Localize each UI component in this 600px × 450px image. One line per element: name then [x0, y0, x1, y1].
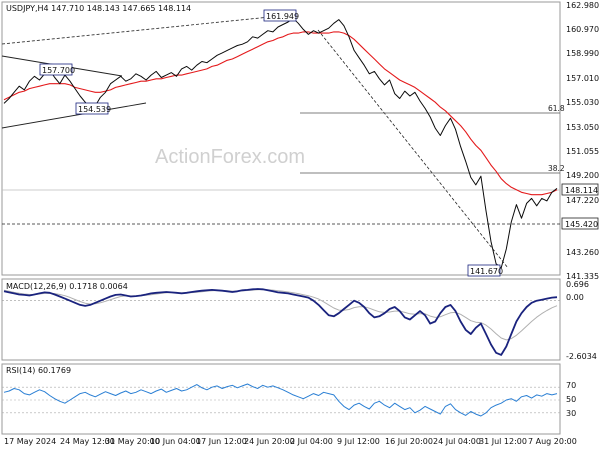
x-tick: 10 Jun 04:00: [150, 437, 201, 446]
annotation-161949: 161.949: [266, 12, 299, 21]
macd-series-0: [3, 288, 558, 356]
rsi-y-tick: 30: [566, 409, 576, 418]
macd-y-tick: 0.696: [566, 280, 589, 289]
x-tick: 17 Jun 12:00: [196, 437, 247, 446]
annotation-154539: 154.539: [78, 105, 111, 114]
channel-lower-line: [1, 102, 147, 129]
x-tick: 31 Jul 12:00: [479, 437, 527, 446]
macd-series-1: [3, 289, 558, 341]
x-tick: 24 Jun 20:00: [244, 437, 295, 446]
annotation-157700: 157.700: [42, 66, 75, 75]
y-tick: 143.260: [566, 248, 599, 257]
rsi-y-tick: 50: [566, 395, 576, 404]
x-tick: 9 Jul 12:00: [337, 437, 380, 446]
macd-panel-header: MACD(12,26,9) 0.1718 0.0064: [6, 282, 128, 291]
x-tick: 2 Jul 04:00: [290, 437, 333, 446]
macd-y-tick: -2.6034: [566, 352, 597, 361]
rsi-y-axis: 70 50 30: [566, 381, 576, 418]
price-panel-header: USDJPY,H4 147.710 148.143 147.665 148.11…: [6, 4, 191, 13]
x-tick: 24 Jul 04:00: [433, 437, 481, 446]
fib-618-label: 61.8: [548, 104, 565, 113]
y-tick: 157.010: [566, 74, 599, 83]
macd-y-tick: 0.00: [566, 293, 584, 302]
x-tick: 17 May 2024: [4, 437, 56, 446]
y-tick: 153.050: [566, 123, 599, 132]
price-series-1: [3, 31, 558, 196]
rsi-series-0: [3, 383, 558, 417]
annotation-box-161949: [263, 9, 297, 22]
y-tick: 147.220: [566, 196, 599, 205]
y-tick: 149.200: [566, 171, 599, 180]
rsi-panel-header: RSI(14) 60.1769: [6, 366, 71, 375]
current-price-tag-text: 148.114: [565, 186, 598, 195]
rsi-y-tick: 70: [566, 381, 576, 390]
price-panel-frame: [1, 1, 561, 276]
x-tick: 16 Jul 20:00: [385, 437, 433, 446]
y-tick: 158.990: [566, 49, 599, 58]
level-145420-tag: [561, 217, 599, 230]
y-tick: 162.980: [566, 1, 599, 10]
macd-series-group: [2, 288, 560, 356]
upper-trendline-dashed: [1, 14, 291, 45]
y-tick: 155.030: [566, 98, 599, 107]
x-tick: 7 Aug 20:00: [528, 437, 577, 446]
y-tick: 160.970: [566, 25, 599, 34]
macd-y-axis: 0.696 0.00 -2.6034: [566, 280, 597, 361]
level-145420-tag-text: 145.420: [565, 220, 598, 229]
price-y-axis: 162.980 160.970 158.990 157.010 155.030 …: [566, 1, 599, 281]
x-tick: 24 May 12:00: [60, 437, 115, 446]
rsi-series-group: [2, 383, 560, 417]
annotation-box-157700: [39, 63, 73, 76]
y-tick: 151.055: [566, 147, 599, 156]
fib-diagonal-dashed: [317, 29, 509, 269]
watermark: ActionForex.com: [155, 146, 305, 168]
fib-382-label: 38.2: [548, 164, 565, 173]
rsi-panel-frame: [1, 363, 561, 435]
y-tick: 141.335: [566, 272, 599, 281]
x-tick: 31 May 20:00: [105, 437, 160, 446]
annotation-box-154539: [75, 102, 109, 115]
annotation-141670: 141.670: [470, 267, 503, 276]
x-axis: 17 May 2024 24 May 12:00 31 May 20:00 10…: [4, 437, 577, 446]
current-price-tag: [561, 183, 599, 196]
annotation-box-141670: [467, 264, 501, 277]
